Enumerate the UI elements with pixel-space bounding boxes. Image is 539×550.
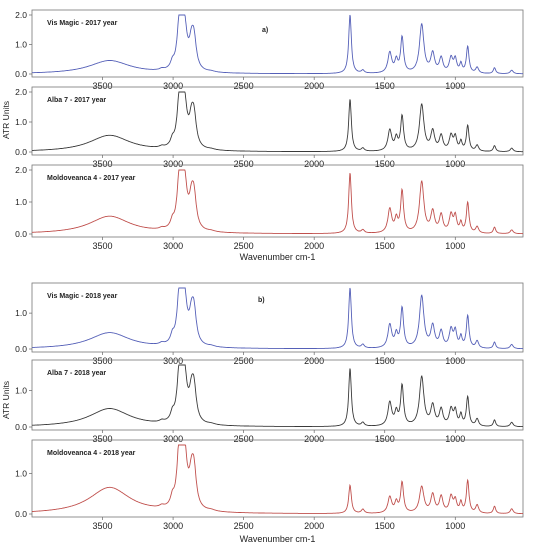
x-tick-label: 3000: [163, 521, 183, 531]
x-tick-label: 3000: [163, 159, 183, 169]
sample-label: Moldoveanca 4 - 2017 year: [47, 175, 136, 182]
spectrum-line: [32, 91, 523, 153]
y-tick-label: 0.0: [15, 69, 27, 79]
y-tick-label: 1.0: [15, 40, 27, 50]
y-axis-label: ATR Units: [1, 101, 11, 139]
sample-label: Moldoveanca 4 - 2018 year: [47, 450, 136, 457]
x-tick-label: 2500: [234, 434, 254, 444]
x-tick-label: 1500: [375, 521, 395, 531]
y-axis-label: ATR Units: [1, 381, 11, 419]
sample-label: Alba 7 - 2017 year: [47, 97, 106, 104]
y-tick-label: 0.0: [15, 509, 27, 519]
y-tick-label: 0.0: [15, 422, 27, 432]
x-tick-label: 3500: [93, 241, 113, 251]
x-axis-label: Wavenumber cm-1: [240, 534, 316, 544]
x-tick-label: 2000: [304, 159, 324, 169]
x-tick-label: 2000: [304, 81, 324, 91]
y-tick-label: 1.0: [15, 308, 27, 318]
y-tick-label: 2.0: [15, 165, 27, 175]
x-tick-label: 3000: [163, 81, 183, 91]
group-label: b): [258, 297, 265, 304]
panel-frame: [31, 282, 524, 353]
x-axis-label: Wavenumber cm-1: [240, 252, 316, 262]
panel-frame: [31, 164, 524, 238]
sample-label: Vis Magic - 2017 year: [47, 20, 118, 27]
x-tick-label: 3500: [93, 81, 113, 91]
y-tick-label: 1.0: [15, 117, 27, 127]
spectrum-line: [31, 287, 524, 350]
x-tick-label: 1500: [375, 81, 395, 91]
spectrum-line: [31, 364, 524, 428]
y-tick-label: 1.0: [15, 386, 27, 396]
panel-frame: [31, 9, 524, 78]
x-tick-label: 3500: [93, 434, 113, 444]
x-tick-label: 1500: [375, 356, 395, 366]
x-tick-label: 3500: [93, 356, 113, 366]
x-tick-label: 3000: [163, 356, 183, 366]
x-tick-label: 2000: [304, 521, 324, 531]
x-tick-label: 1000: [445, 521, 465, 531]
panel-frame: [31, 86, 524, 156]
sample-label: Vis Magic - 2018 year: [47, 293, 118, 300]
x-tick-label: 2500: [234, 356, 254, 366]
sample-label: Alba 7 - 2018 year: [47, 370, 106, 377]
spectrum-line: [32, 14, 523, 75]
x-tick-label: 2500: [234, 241, 254, 251]
y-tick-label: 1.0: [15, 197, 27, 207]
panel-frame: [31, 359, 524, 431]
x-tick-label: 1500: [375, 159, 395, 169]
x-tick-label: 1000: [445, 241, 465, 251]
x-tick-label: 2000: [304, 356, 324, 366]
y-tick-label: 0.0: [15, 147, 27, 157]
y-tick-label: 2.0: [15, 87, 27, 97]
group-label: a): [262, 27, 268, 34]
y-tick-label: 2.0: [15, 10, 27, 20]
y-tick-label: 0.0: [15, 229, 27, 239]
y-tick-label: 0.0: [15, 344, 27, 354]
spectrum-line: [32, 169, 523, 235]
x-tick-label: 1500: [375, 241, 395, 251]
x-tick-label: 2500: [234, 81, 254, 91]
y-tick-label: 1.0: [15, 468, 27, 478]
panel-frame: [31, 439, 524, 518]
x-tick-label: 3000: [163, 241, 183, 251]
x-tick-label: 2500: [234, 521, 254, 531]
x-tick-label: 1000: [445, 356, 465, 366]
x-tick-label: 1000: [445, 159, 465, 169]
spectrum-line: [32, 444, 523, 515]
x-tick-label: 2000: [304, 241, 324, 251]
x-tick-label: 3500: [93, 521, 113, 531]
x-tick-label: 1000: [445, 81, 465, 91]
x-tick-label: 2500: [234, 159, 254, 169]
x-tick-label: 1000: [445, 434, 465, 444]
x-tick-label: 3000: [163, 434, 183, 444]
x-tick-label: 2000: [304, 434, 324, 444]
x-tick-label: 3500: [93, 159, 113, 169]
x-tick-label: 1500: [375, 434, 395, 444]
